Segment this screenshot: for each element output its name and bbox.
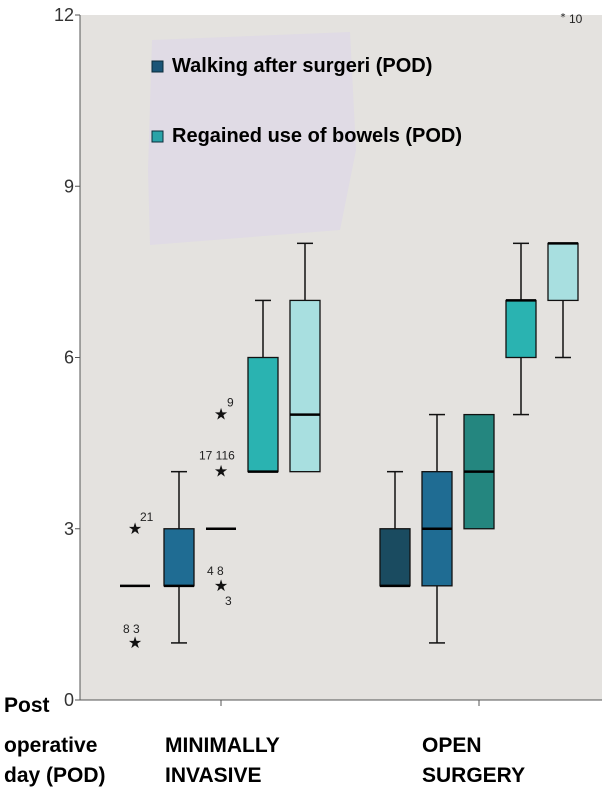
outlier-label: 17 116 [199,449,235,463]
outlier-label: 21 [140,510,154,524]
y-axis-label-line: day (POD) [4,764,106,787]
legend-background-highlight [148,32,356,245]
y-tick-label: 6 [64,348,74,368]
outlier-label: 3 [225,594,232,608]
box-5 [289,242,321,473]
box-7 [421,413,453,644]
legend-label: Regained use of bowels (POD) [172,125,462,147]
outlier-marker: ★ [214,405,228,424]
outlier-marker: ★ [128,633,142,652]
outlier-label: 8 3 [123,622,140,636]
box-iqr [247,356,279,473]
box-iqr [289,299,321,473]
box-9 [505,242,537,416]
y-axis-label-line: Post [4,694,50,717]
outlier-marker: ★ [128,519,142,538]
box-8 [463,413,495,530]
outlier-label: 4 8 [207,564,224,578]
y-tick-label: 3 [64,519,74,539]
box-iqr [379,528,411,587]
legend-label: Walking after surgeri (POD) [172,55,432,77]
y-axis-label-line: operative [4,734,97,757]
box-iqr [163,528,195,587]
x-category-label: MINIMALLY [165,734,280,757]
box-iqr [505,299,537,359]
y-tick-label: 0 [64,690,74,710]
box-6 [379,470,411,588]
box-iqr [547,242,579,302]
outlier-label: 10 [569,12,583,26]
outlier-label: 9 [227,396,234,410]
legend-swatch [151,60,164,73]
y-tick-label: 9 [64,176,74,196]
x-category-label: OPEN [422,734,482,757]
outlier-marker: * [561,12,566,23]
outlier-marker: ★ [214,576,228,595]
x-category-label: INVASIVE [165,764,261,787]
legend-swatch [151,130,164,143]
x-category-label: SURGERY [422,764,525,787]
y-tick-label: 12 [54,5,74,25]
box-10 [547,242,579,359]
box-2 [163,470,195,644]
box-4 [247,299,279,473]
outlier-marker: ★ [214,462,228,481]
